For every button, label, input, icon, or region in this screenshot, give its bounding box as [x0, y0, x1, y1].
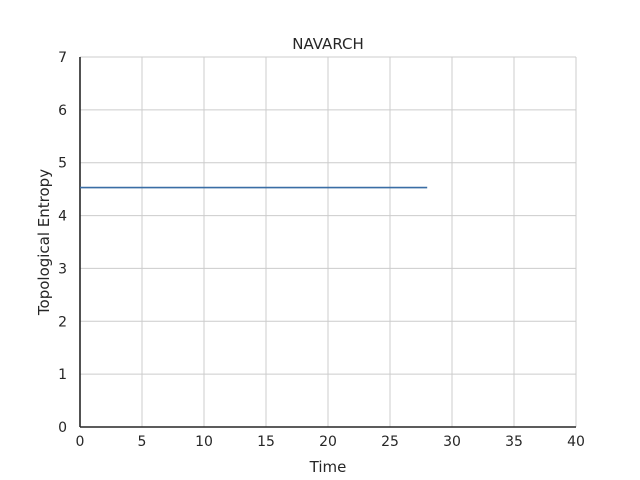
x-tick-label: 40: [567, 434, 585, 450]
y-tick-label: 0: [58, 420, 67, 436]
y-tick-label: 7: [58, 50, 67, 66]
x-tick-label: 5: [138, 434, 147, 450]
y-tick-label: 4: [58, 209, 67, 225]
y-axis-label: Topological Entropy: [35, 169, 53, 316]
x-tick-label: 25: [381, 434, 399, 450]
axes: [79, 57, 576, 428]
y-tick-label: 3: [58, 261, 67, 277]
chart-title: NAVARCH: [292, 35, 364, 53]
x-axis-label: Time: [309, 458, 347, 476]
x-tick-label: 10: [195, 434, 213, 450]
y-tick-label: 1: [58, 367, 67, 383]
y-tick-labels: 0 1 2 3 4 5 6 7: [58, 50, 67, 436]
y-tick-label: 6: [58, 103, 67, 119]
x-tick-label: 35: [505, 434, 523, 450]
x-tick-label: 15: [257, 434, 275, 450]
x-tick-label: 20: [319, 434, 337, 450]
x-tick-label: 0: [76, 434, 85, 450]
y-tick-label: 5: [58, 156, 67, 172]
x-tick-label: 30: [443, 434, 461, 450]
y-tick-label: 2: [58, 314, 67, 330]
x-tick-labels: 0 5 10 15 20 25 30 35 40: [76, 434, 585, 450]
